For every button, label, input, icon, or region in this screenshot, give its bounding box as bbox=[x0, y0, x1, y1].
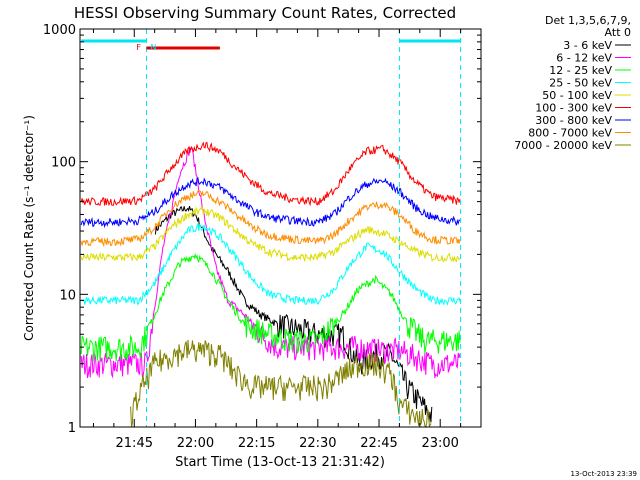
x-tick-label-1: 22:00 bbox=[177, 436, 214, 451]
x-tick-label-0: 21:45 bbox=[116, 436, 153, 451]
y-tick-label-3: 1000 bbox=[43, 23, 76, 38]
legend-label-1: 6 - 12 keV bbox=[556, 52, 612, 65]
legend-label-7: 800 - 7000 keV bbox=[528, 127, 612, 140]
state-marker-f: F bbox=[136, 43, 141, 52]
legend-label-5: 100 - 300 keV bbox=[535, 102, 612, 115]
x-axis-ticks: 21:45 22:00 22:15 22:30 22:45 23:00 bbox=[92, 29, 482, 451]
chart-title: HESSI Observing Summary Count Rates, Cor… bbox=[74, 4, 456, 22]
y-axis-label: Corrected Count Rate (s⁻¹ detector⁻¹) bbox=[22, 115, 36, 341]
series-line-0 bbox=[154, 205, 433, 423]
series-line-2 bbox=[80, 252, 461, 362]
series-line-7 bbox=[80, 190, 461, 248]
legend-label-2: 12 - 25 keV bbox=[549, 64, 612, 77]
y-tick-label-0: 1 bbox=[68, 421, 76, 436]
x-tick-label-4: 22:45 bbox=[360, 436, 397, 451]
legend-label-4: 50 - 100 keV bbox=[542, 89, 612, 102]
x-axis-label: Start Time (13-Oct-13 21:31:42) bbox=[175, 455, 385, 470]
y-tick-label-1: 10 bbox=[59, 288, 76, 303]
series-line-4 bbox=[80, 206, 461, 263]
legend-header-0: Det 1,3,5,6,7,9, bbox=[545, 14, 631, 27]
legend-header-1: Att 0 bbox=[605, 26, 631, 39]
legend-label-0: 3 - 6 keV bbox=[563, 39, 612, 52]
timestamp: 13-Oct-2013 23:39 bbox=[571, 470, 637, 478]
series-line-1 bbox=[80, 146, 461, 379]
series-line-3 bbox=[80, 222, 461, 306]
state-marker-n: N bbox=[150, 43, 156, 52]
series-line-8 bbox=[130, 339, 432, 429]
legend-label-6: 300 - 800 keV bbox=[535, 114, 612, 127]
legend-label-3: 25 - 50 keV bbox=[549, 77, 612, 90]
y-tick-label-2: 100 bbox=[51, 156, 76, 171]
plot-frame bbox=[79, 28, 482, 428]
legend-label-8: 7000 - 20000 keV bbox=[514, 139, 612, 152]
x-tick-label-5: 23:00 bbox=[421, 436, 458, 451]
series-line-5 bbox=[80, 141, 461, 207]
x-tick-label-2: 22:15 bbox=[238, 436, 275, 451]
y-axis-ticks: 1 10 100 1000 bbox=[43, 23, 481, 436]
series-line-6 bbox=[80, 176, 461, 229]
x-tick-label-3: 22:30 bbox=[299, 436, 336, 451]
